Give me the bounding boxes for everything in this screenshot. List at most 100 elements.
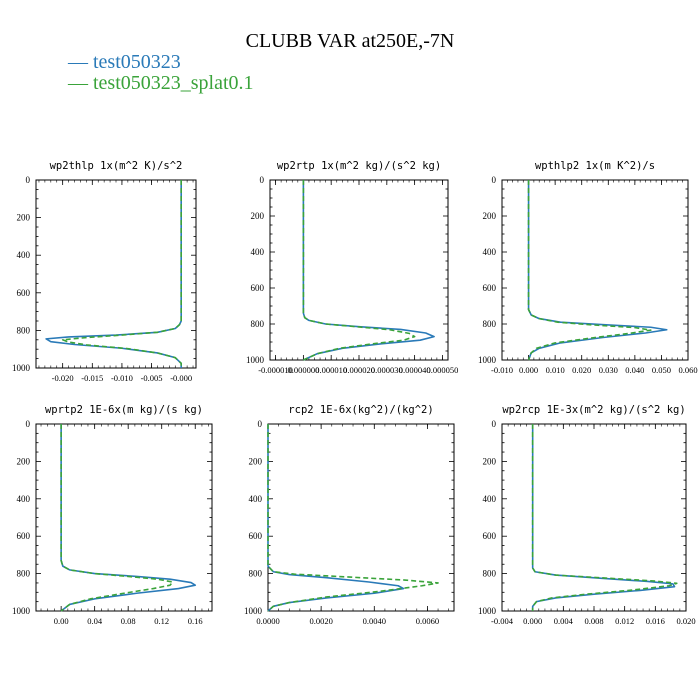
x-tick-label: 0.010 <box>546 365 565 375</box>
series-line-test050323 <box>302 180 435 361</box>
y-tick-label: 800 <box>17 325 31 335</box>
legend-entry-test050323: — test050323 <box>68 51 181 74</box>
series-line-test050323 <box>267 424 405 612</box>
legend-label-test050323: test050323 <box>93 51 181 73</box>
x-tick-label: 0.050 <box>652 365 671 375</box>
x-tick-label: -0.005 <box>141 373 163 383</box>
x-tick-label: -0.004 <box>491 616 514 626</box>
x-tick-label: 0.000010 <box>315 365 347 375</box>
panel-2: wp2rtp 1x(m^2 kg)/(s^2 kg) 0 200 400 600 800 1… <box>246 160 458 375</box>
y-tick-label: 600 <box>17 531 31 541</box>
legend-line-test050323: — <box>68 51 93 73</box>
series-line-splat <box>267 424 439 612</box>
panel-4: wprtp2 1E-6x(m kg)/(s kg) 0 200 400 600 800 10… <box>12 404 213 626</box>
x-tick-label: 0.000040 <box>399 365 431 375</box>
y-tick-label: 200 <box>249 456 263 466</box>
x-tick-label: 0.012 <box>615 616 634 626</box>
y-tick-label: 200 <box>483 211 497 221</box>
panel-6: wp2rcp 1E-3x(m^2 kg)/(s^2 kg) 0 200 400 600 8… <box>478 404 696 626</box>
panel-5: rcp2 1E-6x(kg^2)/(kg^2) 0 200 400 600 800 1000… <box>244 404 455 626</box>
y-tick-label: 400 <box>17 250 31 260</box>
y-tick-label: 600 <box>483 283 497 293</box>
y-tick-label: 400 <box>251 247 265 257</box>
y-tick-label: 600 <box>249 531 263 541</box>
x-tick-label: 0.08 <box>121 616 136 626</box>
x-tick-label: -0.010 <box>111 373 133 383</box>
x-tick-label: -0.010 <box>491 365 513 375</box>
x-tick-label: 0.008 <box>584 616 603 626</box>
x-tick-label: 0.0000 <box>256 616 279 626</box>
x-tick-label: 0.0040 <box>363 616 386 626</box>
y-tick-label: 600 <box>483 531 497 541</box>
y-tick-label: 200 <box>251 211 265 221</box>
y-tick-label: 1000 <box>478 606 497 616</box>
legend-entry-splat: — test050323_splat0.1 <box>68 72 254 95</box>
series-line-splat <box>527 180 652 361</box>
y-tick-label: 800 <box>251 319 265 329</box>
panel-1: wp2thlp 1x(m^2 K)/s^2 0 200 400 600 800 1000 -0… <box>12 160 197 383</box>
x-tick-label: -0.020 <box>52 373 74 383</box>
x-tick-label: 0.04 <box>87 616 103 626</box>
y-tick-label: 800 <box>483 569 497 579</box>
panel-title: wprtp2 1E-6x(m kg)/(s kg) <box>45 404 203 416</box>
x-tick-label: -0.000 <box>170 373 192 383</box>
legend-label-splat: test050323_splat0.1 <box>93 72 254 94</box>
plot-frame <box>267 423 455 612</box>
x-tick-label: 0.000000 <box>287 365 319 375</box>
y-tick-label: 400 <box>483 494 497 504</box>
y-tick-label: 0 <box>258 419 263 429</box>
y-tick-label: 200 <box>17 456 31 466</box>
x-tick-label: -0.015 <box>81 373 103 383</box>
x-tick-label: 0.004 <box>554 616 574 626</box>
x-tick-label: 0.000020 <box>343 365 375 375</box>
x-tick-label: 0.0020 <box>309 616 332 626</box>
y-tick-label: 800 <box>17 569 31 579</box>
y-tick-label: 1000 <box>244 606 263 616</box>
y-tick-label: 600 <box>251 283 265 293</box>
x-tick-label: 0.00 <box>54 616 69 626</box>
x-tick-label: 0.16 <box>188 616 203 626</box>
series-line-splat <box>60 424 174 612</box>
x-tick-label: 0.000050 <box>427 365 459 375</box>
plot-frame <box>501 179 689 361</box>
panel-title: wp2rcp 1E-3x(m^2 kg)/(s^2 kg) <box>502 404 685 416</box>
y-tick-label: 0 <box>492 419 497 429</box>
panel-title: wp2rtp 1x(m^2 kg)/(s^2 kg) <box>277 160 441 172</box>
x-tick-label: 0.060 <box>678 365 697 375</box>
series-line-test050323 <box>531 424 676 611</box>
y-tick-label: 1000 <box>12 606 31 616</box>
x-tick-label: 0.020 <box>572 365 591 375</box>
series-line-test050323 <box>527 180 668 361</box>
series-line-test050323 <box>60 424 197 612</box>
x-tick-label: -0.000010 <box>258 365 293 375</box>
y-tick-label: 0 <box>260 175 265 185</box>
y-tick-label: 0 <box>26 419 31 429</box>
panel-title: rcp2 1E-6x(kg^2)/(kg^2) <box>288 404 433 416</box>
y-tick-label: 1000 <box>246 355 265 365</box>
x-tick-label: 0.040 <box>625 365 644 375</box>
y-tick-label: 0 <box>26 175 31 185</box>
series-line-splat <box>302 180 416 361</box>
y-tick-label: 600 <box>17 288 31 298</box>
x-tick-label: 0.000 <box>523 616 542 626</box>
x-tick-label: 0.016 <box>646 616 665 626</box>
x-tick-label: 0.030 <box>599 365 618 375</box>
x-tick-label: 0.020 <box>676 616 695 626</box>
y-tick-label: 400 <box>17 494 31 504</box>
plot-frame <box>35 423 213 612</box>
panel-title: wp2thlp 1x(m^2 K)/s^2 <box>50 160 183 172</box>
x-tick-label: 0.000030 <box>371 365 403 375</box>
series-line-splat <box>61 180 182 368</box>
plot-frame <box>35 179 197 369</box>
x-tick-label: 0.0060 <box>416 616 439 626</box>
x-tick-label: 0.000 <box>519 365 538 375</box>
figure-title: CLUBB VAR at250E,-7N <box>245 30 455 52</box>
y-tick-label: 200 <box>483 456 497 466</box>
y-tick-label: 800 <box>483 319 497 329</box>
y-tick-label: 200 <box>17 213 31 223</box>
x-tick-label: 0.12 <box>154 616 169 626</box>
panel-3: wpthlp2 1x(m K^2)/s 0 200 400 600 800 1000-0.0… <box>478 160 698 375</box>
legend-line-splat: — <box>68 72 93 94</box>
y-tick-label: 1000 <box>12 363 31 373</box>
